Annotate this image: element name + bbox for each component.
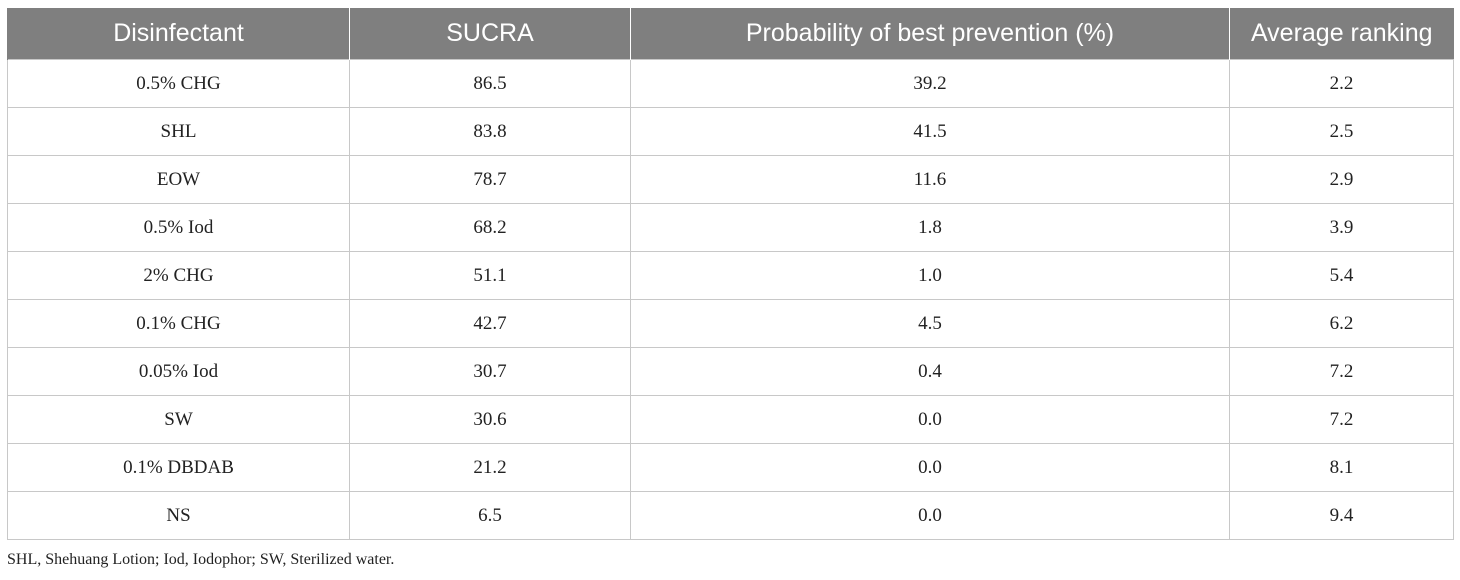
table-row: 0.1% DBDAB 21.2 0.0 8.1 [7, 443, 1454, 492]
cell-disinfectant: 2% CHG [7, 251, 350, 300]
cell-sucra: 30.7 [349, 347, 631, 396]
cell-sucra: 51.1 [349, 251, 631, 300]
cell-average-ranking: 8.1 [1229, 443, 1454, 492]
cell-average-ranking: 2.9 [1229, 155, 1454, 204]
cell-disinfectant: 0.05% Iod [7, 347, 350, 396]
cell-average-ranking: 2.2 [1229, 59, 1454, 108]
cell-disinfectant: SW [7, 395, 350, 444]
cell-probability: 41.5 [630, 107, 1230, 156]
cell-probability: 39.2 [630, 59, 1230, 108]
table-row: EOW 78.7 11.6 2.9 [7, 155, 1454, 204]
cell-average-ranking: 7.2 [1229, 347, 1454, 396]
cell-sucra: 21.2 [349, 443, 631, 492]
cell-probability: 0.0 [630, 395, 1230, 444]
cell-disinfectant: NS [7, 491, 350, 540]
cell-disinfectant: EOW [7, 155, 350, 204]
table-row: 2% CHG 51.1 1.0 5.4 [7, 251, 1454, 300]
cell-probability: 1.8 [630, 203, 1230, 252]
cell-disinfectant: 0.1% CHG [7, 299, 350, 348]
cell-probability: 0.0 [630, 491, 1230, 540]
cell-average-ranking: 2.5 [1229, 107, 1454, 156]
cell-average-ranking: 9.4 [1229, 491, 1454, 540]
ranking-table: Disinfectant SUCRA Probability of best p… [7, 8, 1454, 540]
cell-probability: 0.4 [630, 347, 1230, 396]
table-footnote: SHL, Shehuang Lotion; Iod, Iodophor; SW,… [7, 551, 395, 568]
cell-sucra: 86.5 [349, 59, 631, 108]
cell-probability: 1.0 [630, 251, 1230, 300]
cell-disinfectant: 0.5% Iod [7, 203, 350, 252]
table-row: 0.5% CHG 86.5 39.2 2.2 [7, 59, 1454, 108]
ranking-table-container: Disinfectant SUCRA Probability of best p… [7, 8, 1454, 540]
cell-sucra: 6.5 [349, 491, 631, 540]
table-row: NS 6.5 0.0 9.4 [7, 491, 1454, 540]
table-row: 0.05% Iod 30.7 0.4 7.2 [7, 347, 1454, 396]
header-sucra: SUCRA [349, 8, 631, 60]
table-row: 0.1% CHG 42.7 4.5 6.2 [7, 299, 1454, 348]
cell-average-ranking: 5.4 [1229, 251, 1454, 300]
cell-sucra: 30.6 [349, 395, 631, 444]
header-disinfectant: Disinfectant [7, 8, 350, 60]
cell-probability: 4.5 [630, 299, 1230, 348]
cell-disinfectant: 0.5% CHG [7, 59, 350, 108]
cell-disinfectant: SHL [7, 107, 350, 156]
table-row: SW 30.6 0.0 7.2 [7, 395, 1454, 444]
cell-probability: 0.0 [630, 443, 1230, 492]
cell-sucra: 83.8 [349, 107, 631, 156]
cell-average-ranking: 6.2 [1229, 299, 1454, 348]
header-probability-best-prevention: Probability of best prevention (%) [630, 8, 1230, 60]
cell-sucra: 68.2 [349, 203, 631, 252]
cell-average-ranking: 3.9 [1229, 203, 1454, 252]
cell-sucra: 42.7 [349, 299, 631, 348]
cell-average-ranking: 7.2 [1229, 395, 1454, 444]
header-average-ranking: Average ranking [1229, 8, 1454, 60]
cell-sucra: 78.7 [349, 155, 631, 204]
table-row: SHL 83.8 41.5 2.5 [7, 107, 1454, 156]
header-row: Disinfectant SUCRA Probability of best p… [7, 8, 1454, 60]
cell-probability: 11.6 [630, 155, 1230, 204]
cell-disinfectant: 0.1% DBDAB [7, 443, 350, 492]
table-row: 0.5% Iod 68.2 1.8 3.9 [7, 203, 1454, 252]
